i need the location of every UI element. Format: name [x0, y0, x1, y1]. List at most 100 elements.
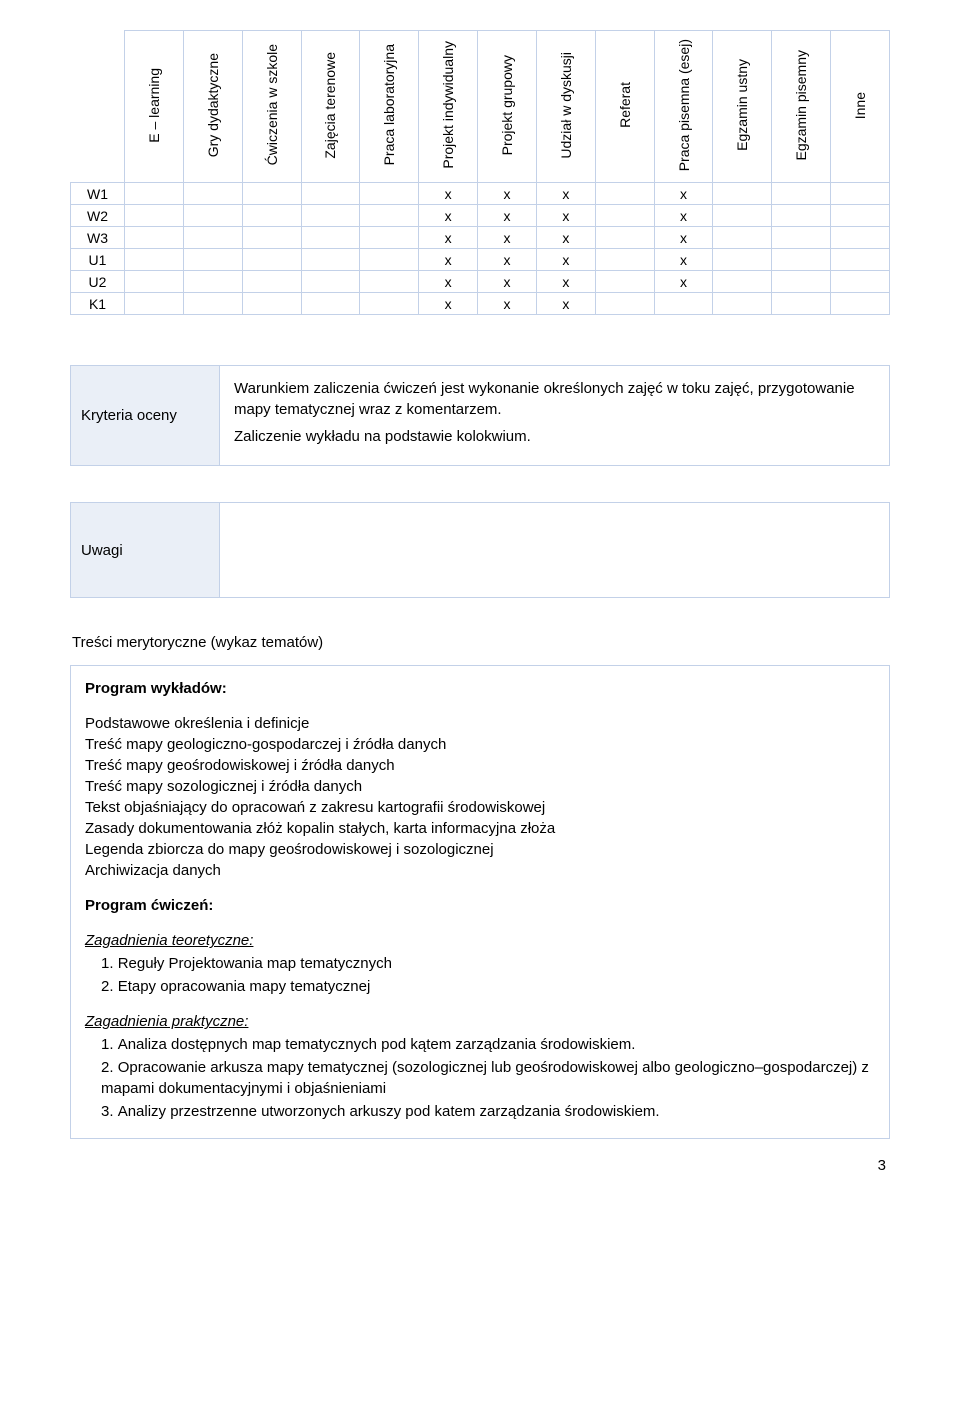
grid-cell: [242, 183, 301, 205]
grid-cell: [831, 271, 890, 293]
grid-cell: [125, 183, 184, 205]
wyklad-line: Podstawowe określenia i definicje: [85, 713, 875, 734]
grid-cell: x: [536, 205, 595, 227]
grid-header-label: E – learning: [146, 62, 162, 149]
grid-header: Egzamin ustny: [713, 31, 772, 183]
grid-cell: [242, 249, 301, 271]
grid-cell: [183, 205, 242, 227]
row-label: W2: [71, 205, 125, 227]
grid-cell: [595, 205, 654, 227]
grid-header-label: Praca laboratoryjna: [381, 38, 397, 171]
grid-cell: [713, 205, 772, 227]
table-row: W2xxxx: [71, 205, 890, 227]
assessment-grid-table: E – learning Gry dydaktyczne Ćwiczenia w…: [70, 30, 890, 315]
grid-cell: [772, 271, 831, 293]
grid-cell: [301, 205, 360, 227]
grid-header-label: Zajęcia terenowe: [322, 46, 338, 165]
wyklad-title: Program wykładów:: [85, 680, 227, 697]
grid-header: Projekt grupowy: [478, 31, 537, 183]
grid-header-label: Inne: [852, 86, 868, 125]
grid-cell: x: [654, 205, 713, 227]
grid-cell: x: [536, 293, 595, 315]
grid-cell: [713, 227, 772, 249]
grid-cell: [125, 227, 184, 249]
list-item: Etapy opracowania mapy tematycznej: [97, 976, 875, 997]
grid-header: Projekt indywidualny: [419, 31, 478, 183]
grid-cell: [772, 227, 831, 249]
grid-header-label: Egzamin ustny: [734, 53, 750, 157]
grid-cell: [301, 183, 360, 205]
row-label: U1: [71, 249, 125, 271]
grid-cell: [125, 293, 184, 315]
grid-cell: [831, 293, 890, 315]
grid-header: Egzamin pisemny: [772, 31, 831, 183]
grid-cell: [360, 227, 419, 249]
grid-header-label: Referat: [617, 76, 633, 134]
grid-cell: [301, 227, 360, 249]
grid-cell: [125, 205, 184, 227]
wyklad-line: Treść mapy sozologicznej i źródła danych: [85, 776, 875, 797]
grid-cell: [360, 271, 419, 293]
grid-header-row: E – learning Gry dydaktyczne Ćwiczenia w…: [71, 31, 890, 183]
wyklad-line: Tekst objaśniający do opracowań z zakres…: [85, 797, 875, 818]
list-item: Analizy przestrzenne utworzonych arkuszy…: [97, 1101, 875, 1122]
table-row: U1xxxx: [71, 249, 890, 271]
zag-prak-list: Analiza dostępnych map tematycznych pod …: [85, 1034, 875, 1122]
wyklad-line: Zasady dokumentowania złóż kopalin stały…: [85, 818, 875, 839]
grid-cell: x: [478, 249, 537, 271]
grid-cell: x: [419, 205, 478, 227]
criteria-label: Kryteria oceny: [70, 365, 220, 466]
grid-cell: x: [654, 227, 713, 249]
grid-header: Praca pisemna (esej): [654, 31, 713, 183]
wyklad-line: Archiwizacja danych: [85, 860, 875, 881]
grid-cell: [360, 293, 419, 315]
criteria-text-2: Zaliczenie wykładu na podstawie kolokwiu…: [234, 426, 875, 447]
meryt-title: Treści merytoryczne (wykaz tematów): [72, 634, 890, 651]
grid-header-label: Egzamin pisemny: [793, 44, 809, 167]
grid-cell: x: [536, 183, 595, 205]
grid-cell: [301, 293, 360, 315]
grid-cell: [183, 293, 242, 315]
grid-cell: [183, 227, 242, 249]
row-label: W1: [71, 183, 125, 205]
grid-header: Praca laboratoryjna: [360, 31, 419, 183]
grid-cell: x: [478, 227, 537, 249]
grid-cell: x: [536, 227, 595, 249]
grid-cell: x: [478, 293, 537, 315]
list-item: Analiza dostępnych map tematycznych pod …: [97, 1034, 875, 1055]
grid-cell: [301, 271, 360, 293]
grid-header: E – learning: [125, 31, 184, 183]
criteria-text-1: Warunkiem zaliczenia ćwiczeń jest wykona…: [234, 378, 875, 420]
table-row: W3xxxx: [71, 227, 890, 249]
grid-header: Referat: [595, 31, 654, 183]
grid-cell: [242, 271, 301, 293]
grid-header: Zajęcia terenowe: [301, 31, 360, 183]
grid-cell: [301, 249, 360, 271]
grid-cell: [772, 249, 831, 271]
zag-teor-title: Zagadnienia teoretyczne:: [85, 932, 253, 949]
grid-cell: [360, 183, 419, 205]
grid-cell: [831, 227, 890, 249]
grid-header-label: Ćwiczenia w szkole: [264, 38, 280, 171]
grid-cell: x: [419, 249, 478, 271]
grid-cell: x: [654, 183, 713, 205]
grid-cell: x: [654, 249, 713, 271]
grid-header: Inne: [831, 31, 890, 183]
criteria-row: Kryteria oceny Warunkiem zaliczenia ćwic…: [70, 365, 890, 466]
grid-header-label: Praca pisemna (esej): [676, 33, 692, 177]
grid-cell: [831, 205, 890, 227]
grid-cell: x: [478, 271, 537, 293]
zag-teor-list: Reguły Projektowania map tematycznychEta…: [85, 953, 875, 997]
grid-cell: [183, 271, 242, 293]
grid-cell: x: [419, 293, 478, 315]
table-row: K1xxx: [71, 293, 890, 315]
grid-cell: [713, 293, 772, 315]
grid-header-label: Projekt grupowy: [499, 49, 515, 161]
grid-cell: [831, 249, 890, 271]
grid-cell: [595, 227, 654, 249]
cwicz-title: Program ćwiczeń:: [85, 897, 213, 914]
grid-cell: [713, 183, 772, 205]
page-number: 3: [70, 1157, 890, 1174]
grid-cell: [654, 293, 713, 315]
grid-cell: x: [419, 271, 478, 293]
